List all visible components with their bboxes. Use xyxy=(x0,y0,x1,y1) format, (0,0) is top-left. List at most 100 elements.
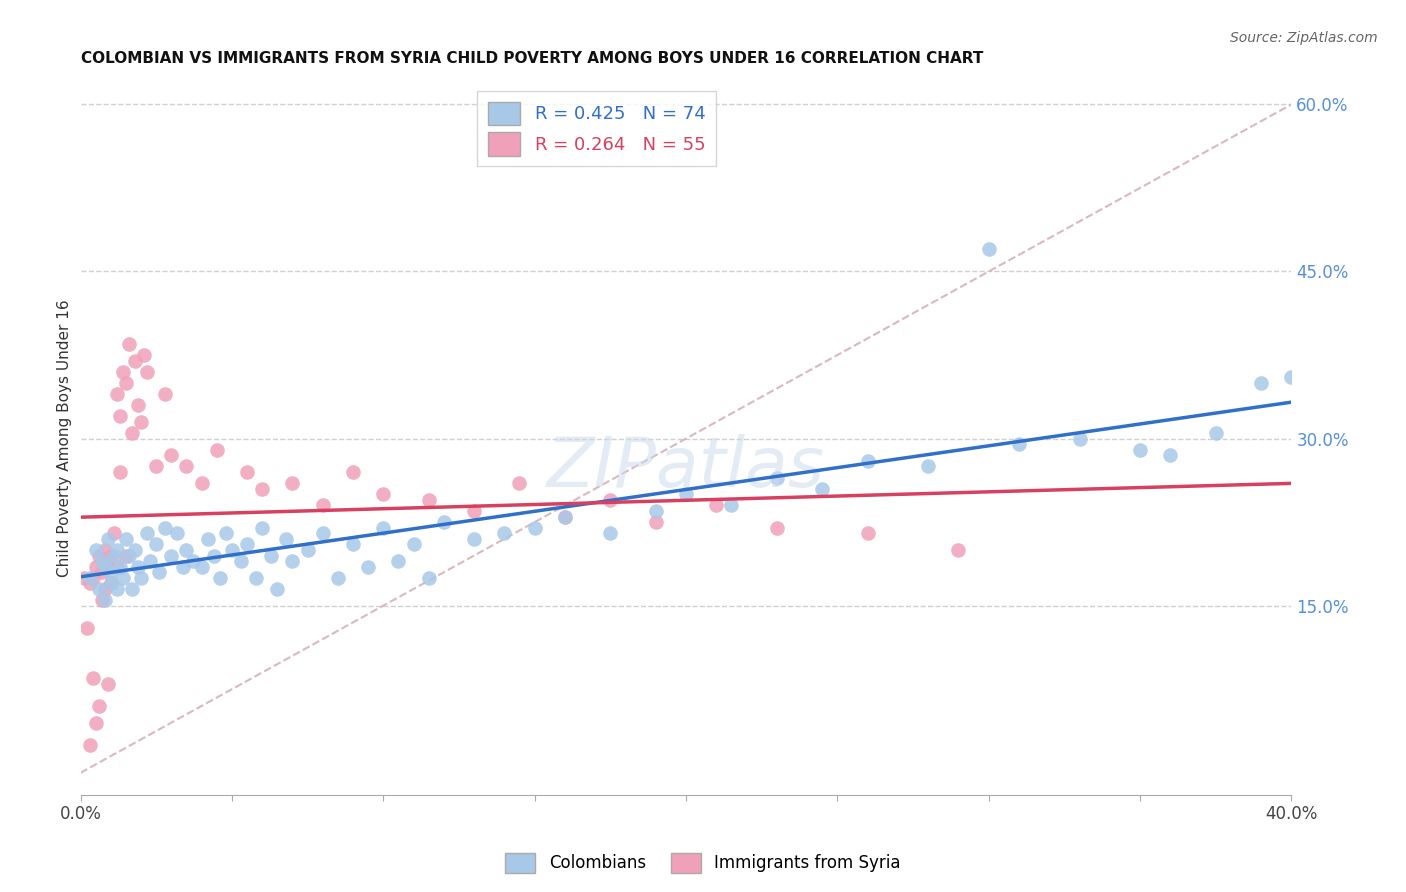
Point xyxy=(87,698,110,713)
Legend: R = 0.425   N = 74, R = 0.264   N = 55: R = 0.425 N = 74, R = 0.264 N = 55 xyxy=(477,91,717,167)
Y-axis label: Child Poverty Among Boys Under 16: Child Poverty Among Boys Under 16 xyxy=(58,300,72,577)
Point xyxy=(554,509,576,524)
Point xyxy=(129,415,152,429)
Point xyxy=(208,571,231,585)
Point xyxy=(508,476,530,491)
Point xyxy=(260,549,283,563)
Text: COLOMBIAN VS IMMIGRANTS FROM SYRIA CHILD POVERTY AMONG BOYS UNDER 16 CORRELATION: COLOMBIAN VS IMMIGRANTS FROM SYRIA CHILD… xyxy=(80,51,983,66)
Point xyxy=(190,559,212,574)
Point xyxy=(433,515,456,529)
Point xyxy=(215,526,238,541)
Point xyxy=(87,582,110,596)
Point xyxy=(1008,437,1031,451)
Point xyxy=(103,526,125,541)
Point xyxy=(342,465,364,479)
Point xyxy=(93,559,115,574)
Point xyxy=(176,543,198,558)
Point xyxy=(599,526,621,541)
Point xyxy=(105,387,128,401)
Point xyxy=(103,549,125,563)
Point xyxy=(124,543,146,558)
Point xyxy=(155,387,177,401)
Point xyxy=(765,521,787,535)
Point xyxy=(494,526,516,541)
Point xyxy=(90,566,112,580)
Point xyxy=(704,499,727,513)
Point xyxy=(297,543,319,558)
Point xyxy=(90,593,112,607)
Point xyxy=(93,582,115,596)
Point xyxy=(84,543,107,558)
Point xyxy=(115,549,138,563)
Point xyxy=(97,676,120,690)
Point xyxy=(84,559,107,574)
Point xyxy=(100,549,122,563)
Point xyxy=(121,425,143,440)
Point xyxy=(166,526,188,541)
Point xyxy=(326,571,349,585)
Point xyxy=(402,537,425,551)
Point xyxy=(124,353,146,368)
Point xyxy=(139,554,162,568)
Point xyxy=(108,409,131,424)
Point xyxy=(108,465,131,479)
Point xyxy=(229,554,252,568)
Point xyxy=(266,582,288,596)
Point xyxy=(245,571,267,585)
Point xyxy=(418,492,440,507)
Point xyxy=(136,526,159,541)
Point xyxy=(190,476,212,491)
Point xyxy=(100,566,122,580)
Point xyxy=(118,549,141,563)
Point xyxy=(155,521,177,535)
Point xyxy=(1281,370,1303,384)
Point xyxy=(105,543,128,558)
Point xyxy=(554,509,576,524)
Point xyxy=(132,348,155,362)
Point xyxy=(197,532,219,546)
Point xyxy=(281,476,304,491)
Point xyxy=(79,571,101,585)
Point xyxy=(312,526,335,541)
Point xyxy=(1129,442,1152,457)
Point xyxy=(373,487,395,501)
Point xyxy=(118,337,141,351)
Point xyxy=(105,559,128,574)
Point xyxy=(644,515,666,529)
Point xyxy=(250,482,273,496)
Point xyxy=(115,532,138,546)
Point xyxy=(250,521,273,535)
Point xyxy=(856,526,879,541)
Point xyxy=(281,554,304,568)
Point xyxy=(1159,448,1181,462)
Point xyxy=(176,459,198,474)
Text: ZIPatlas: ZIPatlas xyxy=(547,434,825,500)
Point xyxy=(765,470,787,484)
Point xyxy=(111,365,134,379)
Point xyxy=(111,571,134,585)
Point xyxy=(145,459,167,474)
Point xyxy=(221,543,243,558)
Point xyxy=(129,571,152,585)
Point xyxy=(127,559,149,574)
Point xyxy=(97,532,120,546)
Point xyxy=(90,554,112,568)
Point xyxy=(145,537,167,551)
Point xyxy=(418,571,440,585)
Point xyxy=(236,465,259,479)
Point xyxy=(160,448,183,462)
Point xyxy=(917,459,939,474)
Point xyxy=(108,559,131,574)
Point xyxy=(599,492,621,507)
Point xyxy=(463,532,485,546)
Point xyxy=(76,621,98,635)
Point xyxy=(100,576,122,591)
Point xyxy=(148,566,170,580)
Point xyxy=(463,504,485,518)
Point xyxy=(977,242,1000,256)
Point xyxy=(373,521,395,535)
Point xyxy=(127,398,149,412)
Point xyxy=(1250,376,1272,390)
Point xyxy=(115,376,138,390)
Point xyxy=(202,549,225,563)
